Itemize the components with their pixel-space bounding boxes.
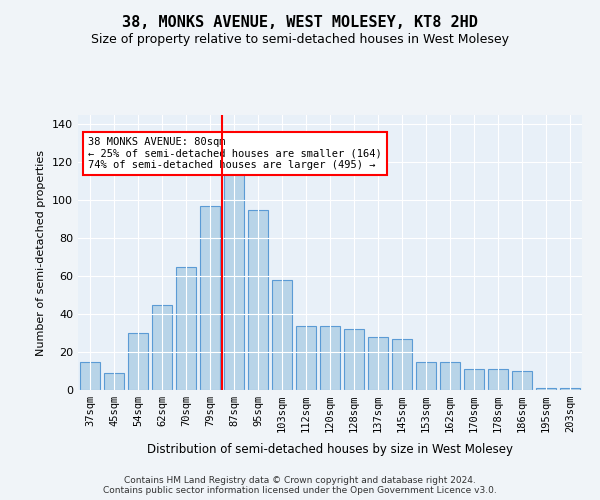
Bar bbox=[368, 337, 388, 390]
Bar bbox=[416, 362, 436, 390]
Bar bbox=[440, 362, 460, 390]
Bar bbox=[128, 333, 148, 390]
Text: Size of property relative to semi-detached houses in West Molesey: Size of property relative to semi-detach… bbox=[91, 32, 509, 46]
Bar bbox=[272, 280, 292, 390]
Bar bbox=[248, 210, 268, 390]
Bar bbox=[80, 362, 100, 390]
Text: 38 MONKS AVENUE: 80sqm
← 25% of semi-detached houses are smaller (164)
74% of se: 38 MONKS AVENUE: 80sqm ← 25% of semi-det… bbox=[88, 137, 382, 170]
Bar bbox=[320, 326, 340, 390]
Bar bbox=[392, 339, 412, 390]
Bar bbox=[104, 373, 124, 390]
Bar bbox=[560, 388, 580, 390]
Bar bbox=[488, 369, 508, 390]
Bar bbox=[176, 266, 196, 390]
Y-axis label: Number of semi-detached properties: Number of semi-detached properties bbox=[37, 150, 46, 356]
Bar bbox=[296, 326, 316, 390]
Bar bbox=[152, 304, 172, 390]
Text: 38, MONKS AVENUE, WEST MOLESEY, KT8 2HD: 38, MONKS AVENUE, WEST MOLESEY, KT8 2HD bbox=[122, 15, 478, 30]
Bar bbox=[512, 371, 532, 390]
Text: Contains HM Land Registry data © Crown copyright and database right 2024.: Contains HM Land Registry data © Crown c… bbox=[124, 476, 476, 485]
Bar bbox=[200, 206, 220, 390]
Bar bbox=[224, 147, 244, 390]
Bar bbox=[344, 330, 364, 390]
Text: Contains public sector information licensed under the Open Government Licence v3: Contains public sector information licen… bbox=[103, 486, 497, 495]
Bar bbox=[464, 369, 484, 390]
Bar bbox=[536, 388, 556, 390]
X-axis label: Distribution of semi-detached houses by size in West Molesey: Distribution of semi-detached houses by … bbox=[147, 444, 513, 456]
